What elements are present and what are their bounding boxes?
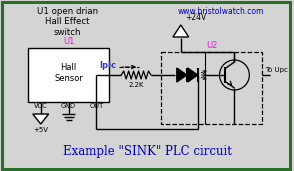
Polygon shape [173,25,189,37]
Text: 2.2K: 2.2K [128,82,144,88]
Polygon shape [33,114,49,124]
Text: To Upc: To Upc [265,67,288,73]
Text: GND: GND [61,103,76,109]
Bar [161,52,262,124]
Text: Example "SINK" PLC circuit: Example "SINK" PLC circuit [63,145,231,158]
Text: U1: U1 [63,37,74,46]
Text: U1 open drian
Hall Effect
switch: U1 open drian Hall Effect switch [37,7,98,37]
Text: VCC: VCC [34,103,48,109]
Bar [28,48,109,102]
Text: +5V: +5V [33,127,48,133]
Text: Iplc: Iplc [99,62,116,70]
Polygon shape [177,68,187,82]
Text: OUT: OUT [89,103,103,109]
Text: +24V: +24V [185,13,206,22]
Text: Hall
Sensor: Hall Sensor [54,63,83,83]
Polygon shape [188,68,198,82]
Text: U2: U2 [206,41,217,50]
Text: www.bristolwatch.com: www.bristolwatch.com [177,7,264,16]
